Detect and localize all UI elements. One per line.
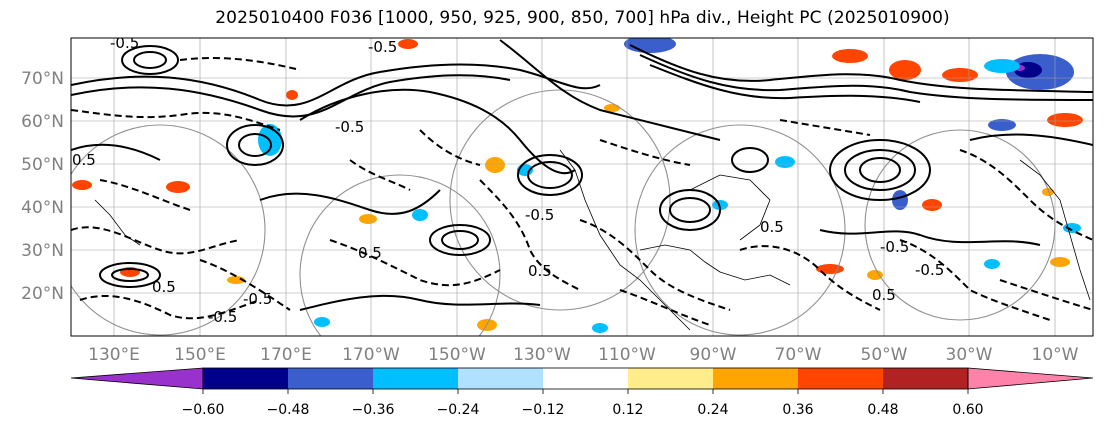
colorbar-tick-label: −0.60 — [182, 402, 225, 418]
contour-label: 0.5 — [872, 286, 896, 304]
lon-label: 150°E — [174, 345, 226, 365]
coastline-layer — [94, 149, 1091, 331]
colorbar-segment — [288, 368, 373, 389]
colorbar-tick-label: −0.24 — [437, 402, 480, 418]
dashed-contour-layer — [71, 57, 1093, 326]
contour-label: -0.5 — [208, 308, 237, 326]
fill-patch — [1047, 113, 1083, 127]
colorbar-tick-label: 0.36 — [782, 402, 813, 418]
lon-label: 130°E — [88, 345, 140, 365]
contour-label: 0.5 — [528, 262, 552, 280]
fill-patch — [892, 190, 908, 210]
contour-label: -0.5 — [243, 290, 272, 308]
map-frame — [70, 37, 1094, 337]
colorbar-tick-label: 0.12 — [612, 402, 643, 418]
colorbar-segment — [543, 368, 628, 389]
colorbar-segment — [713, 368, 798, 389]
fill-patch — [604, 104, 620, 112]
colorbar-outline — [202, 367, 969, 390]
fill-patch — [412, 209, 428, 221]
fill-patch — [398, 39, 418, 49]
lon-label: 70°W — [775, 345, 822, 365]
contour-label: 0.5 — [358, 244, 382, 262]
fill-patch — [1063, 223, 1081, 233]
colorbar-tick-label: 0.24 — [697, 402, 728, 418]
colorbar-extend-low — [70, 367, 204, 390]
solid-contour-layer — [71, 39, 1093, 311]
contour-label: -0.5 — [110, 34, 139, 52]
contour-label: 0.5 — [72, 151, 96, 169]
lon-label: 50°W — [861, 345, 908, 365]
colorbar-segment — [883, 368, 968, 389]
lat-label: 70°N — [21, 69, 64, 89]
lat-label: 20°N — [21, 284, 64, 304]
fill-patch — [314, 317, 330, 327]
fill-patch — [1050, 257, 1070, 267]
fill-patch — [775, 156, 795, 168]
colorbar-segment — [458, 368, 543, 389]
fill-patch — [816, 264, 844, 274]
contour-label: -0.5 — [880, 238, 909, 256]
colorbar-segment — [203, 368, 288, 389]
colorbar-segment — [373, 368, 458, 389]
contour-label: 0.5 — [152, 278, 176, 296]
fill-patch — [988, 119, 1016, 131]
colorbar: −0.60 −0.48 −0.36 −0.24 −0.12 0.12 0.24 … — [70, 367, 1094, 418]
fill-patch — [485, 157, 505, 173]
fill-patch — [592, 323, 608, 333]
lat-label: 50°N — [21, 155, 64, 175]
colorbar-extend-high — [967, 367, 1094, 390]
lon-label: 170°E — [260, 345, 312, 365]
colorbar-tick-label: −0.12 — [522, 402, 565, 418]
colorbar-tick-labels: −0.60 −0.48 −0.36 −0.24 −0.12 0.12 0.24 … — [182, 402, 984, 418]
divergence-fill-layer — [72, 38, 1083, 333]
lon-label: 170°W — [342, 345, 400, 365]
lat-label: 30°N — [21, 241, 64, 261]
lat-label: 60°N — [21, 112, 64, 132]
colorbar-segment — [628, 368, 713, 389]
fill-patch — [166, 181, 190, 193]
colorbar-segment — [798, 368, 883, 389]
lon-label: 30°W — [946, 345, 993, 365]
lon-label: 150°W — [428, 345, 486, 365]
grey-circle-layer — [71, 89, 1056, 336]
contour-label-layer: 0.5 -0.5 -0.5 0.5 0.5 -0.5 0.5 -0.5 0.5 … — [72, 34, 944, 326]
colorbar-ticks — [202, 389, 969, 394]
lon-label: 110°W — [598, 345, 656, 365]
colorbar-tick-label: −0.48 — [267, 402, 310, 418]
contour-label: 0.5 — [760, 218, 784, 236]
fill-patch — [984, 59, 1020, 73]
lat-label: 40°N — [21, 198, 64, 218]
fill-patch — [72, 180, 92, 190]
map-background — [71, 38, 1093, 336]
colorbar-tick-label: 0.48 — [867, 402, 898, 418]
map-panel: 0.5 -0.5 -0.5 0.5 0.5 -0.5 0.5 -0.5 0.5 … — [70, 34, 1094, 337]
fill-patch — [832, 49, 868, 63]
fill-patch — [922, 199, 942, 211]
fill-patch — [1042, 188, 1054, 196]
fill-patch — [359, 214, 377, 224]
fill-patch — [984, 259, 1000, 269]
fill-patch — [942, 68, 978, 82]
lon-label: 10°W — [1032, 345, 1079, 365]
colorbar-tick-label: 0.60 — [952, 402, 983, 418]
contour-label: -0.5 — [368, 38, 397, 56]
latitude-labels: 70°N 60°N 50°N 40°N 30°N 20°N — [21, 69, 64, 304]
fill-patch — [867, 270, 883, 280]
longitude-labels: 130°E 150°E 170°E 170°W 150°W 130°W 110°… — [88, 345, 1079, 365]
colorbar-tick-label: −0.36 — [352, 402, 395, 418]
fill-patch — [889, 60, 921, 80]
lon-label: 90°W — [690, 345, 737, 365]
lon-label: 130°W — [513, 345, 571, 365]
contour-label: -0.5 — [525, 206, 554, 224]
contour-label: -0.5 — [335, 118, 364, 136]
figure-title: 2025010400 F036 [1000, 950, 925, 900, 85… — [215, 8, 950, 28]
fill-patch — [286, 90, 298, 100]
contour-label: -0.5 — [915, 261, 944, 279]
